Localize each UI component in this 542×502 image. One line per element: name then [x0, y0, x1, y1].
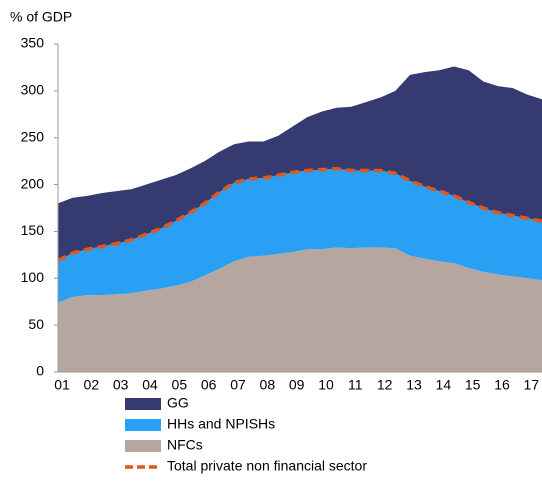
x-tick-label: 04 [142, 377, 158, 393]
legend-label: NFCs [167, 437, 203, 453]
legend-swatch [125, 419, 161, 431]
y-tick-label: 250 [21, 128, 45, 144]
x-tick-label: 01 [54, 377, 70, 393]
x-tick-label: 02 [84, 377, 100, 393]
x-tick-label: 03 [113, 377, 129, 393]
y-tick-label: 200 [21, 175, 45, 191]
x-tick-label: 07 [230, 377, 246, 393]
line [57, 166, 542, 263]
x-tick-label: 06 [201, 377, 217, 393]
area [58, 247, 542, 372]
legend-label: GG [167, 395, 189, 411]
area [58, 168, 542, 303]
x-tick-label: 14 [436, 377, 452, 393]
x-tick-label: 13 [406, 377, 422, 393]
x-tick-label: 08 [260, 377, 276, 393]
y-tick-label: 350 [21, 35, 45, 51]
y-tick-label: 150 [21, 222, 45, 238]
x-tick-label: 10 [318, 377, 334, 393]
legend-swatch [125, 398, 161, 410]
legend-label: HHs and NPISHs [167, 416, 275, 432]
x-tick-label: 17 [524, 377, 540, 393]
y-axis-label: % of GDP [10, 9, 72, 25]
legend-swatch [125, 440, 161, 452]
y-tick-label: 50 [28, 316, 44, 332]
x-tick-label: 09 [289, 377, 305, 393]
x-tick-label: 16 [494, 377, 510, 393]
x-tick-label: 12 [377, 377, 393, 393]
y-tick-label: 300 [21, 82, 45, 98]
x-tick-label: 05 [172, 377, 188, 393]
legend-label: Total private non financial sector [167, 458, 367, 474]
x-tick-label: 11 [348, 377, 363, 393]
y-tick-label: 100 [21, 269, 45, 285]
x-tick-label: 15 [465, 377, 481, 393]
y-tick-label: 0 [36, 363, 44, 379]
area [58, 66, 542, 261]
